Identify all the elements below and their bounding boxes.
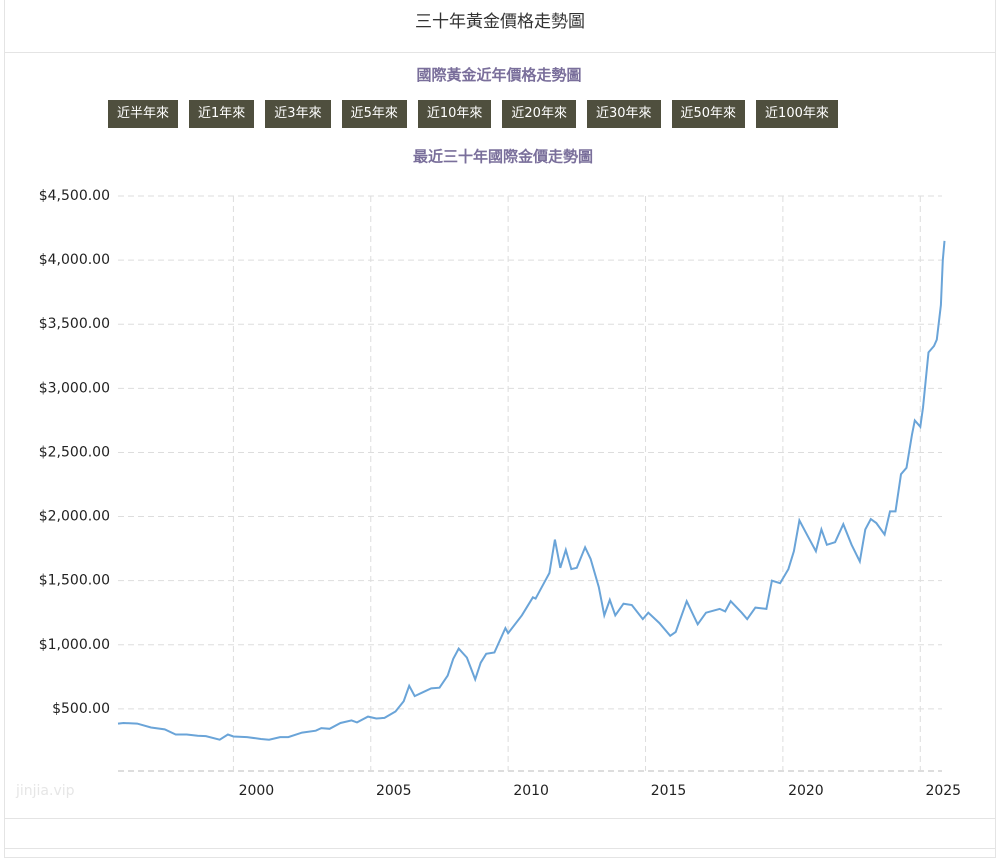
x-tick-label: 2025 [925, 783, 961, 799]
y-tick-label: $500.00 [52, 701, 110, 717]
page-header: 三十年黃金價格走勢圖 [4, 0, 996, 53]
y-tick-label: $4,500.00 [39, 188, 110, 204]
range-button[interactable]: 近100年來 [756, 100, 838, 128]
range-button[interactable]: 近1年來 [189, 100, 255, 128]
y-tick-label: $3,000.00 [39, 380, 110, 396]
x-tick-label: 2020 [788, 783, 824, 799]
y-tick-label: $4,000.00 [39, 252, 110, 268]
range-button[interactable]: 近半年來 [108, 100, 179, 128]
x-tick-label: 2000 [239, 783, 275, 799]
watermark: jinjia.vip [15, 783, 75, 799]
divider [4, 848, 996, 849]
price-line [117, 240, 946, 741]
range-button[interactable]: 近10年來 [417, 100, 492, 128]
range-button[interactable]: 近50年來 [671, 100, 746, 128]
chart-title: 最近三十年國際金價走勢圖 [413, 148, 593, 166]
divider [4, 818, 996, 819]
panel-frame [4, 0, 996, 858]
range-button[interactable]: 近30年來 [586, 100, 661, 128]
y-tick-label: $1,000.00 [39, 637, 110, 653]
x-tick-label: 2010 [513, 783, 549, 799]
range-button[interactable]: 近5年來 [341, 100, 407, 128]
range-buttons: 近半年來 近1年來 近3年來 近5年來 近10年來 近20年來 近30年來 近50年來 近100… [108, 100, 838, 128]
y-tick-label: $3,500.00 [39, 316, 110, 332]
section-title: 國際黃金近年價格走勢圖 [416, 66, 582, 84]
range-button[interactable]: 近20年來 [502, 100, 576, 128]
y-tick-label: $2,000.00 [39, 509, 110, 525]
y-tick-label: $2,500.00 [39, 444, 110, 460]
x-tick-label: 2015 [651, 783, 687, 799]
y-tick-label: $1,500.00 [39, 573, 110, 589]
x-tick-label: 2005 [376, 783, 412, 799]
range-button[interactable]: 近3年來 [265, 100, 331, 128]
